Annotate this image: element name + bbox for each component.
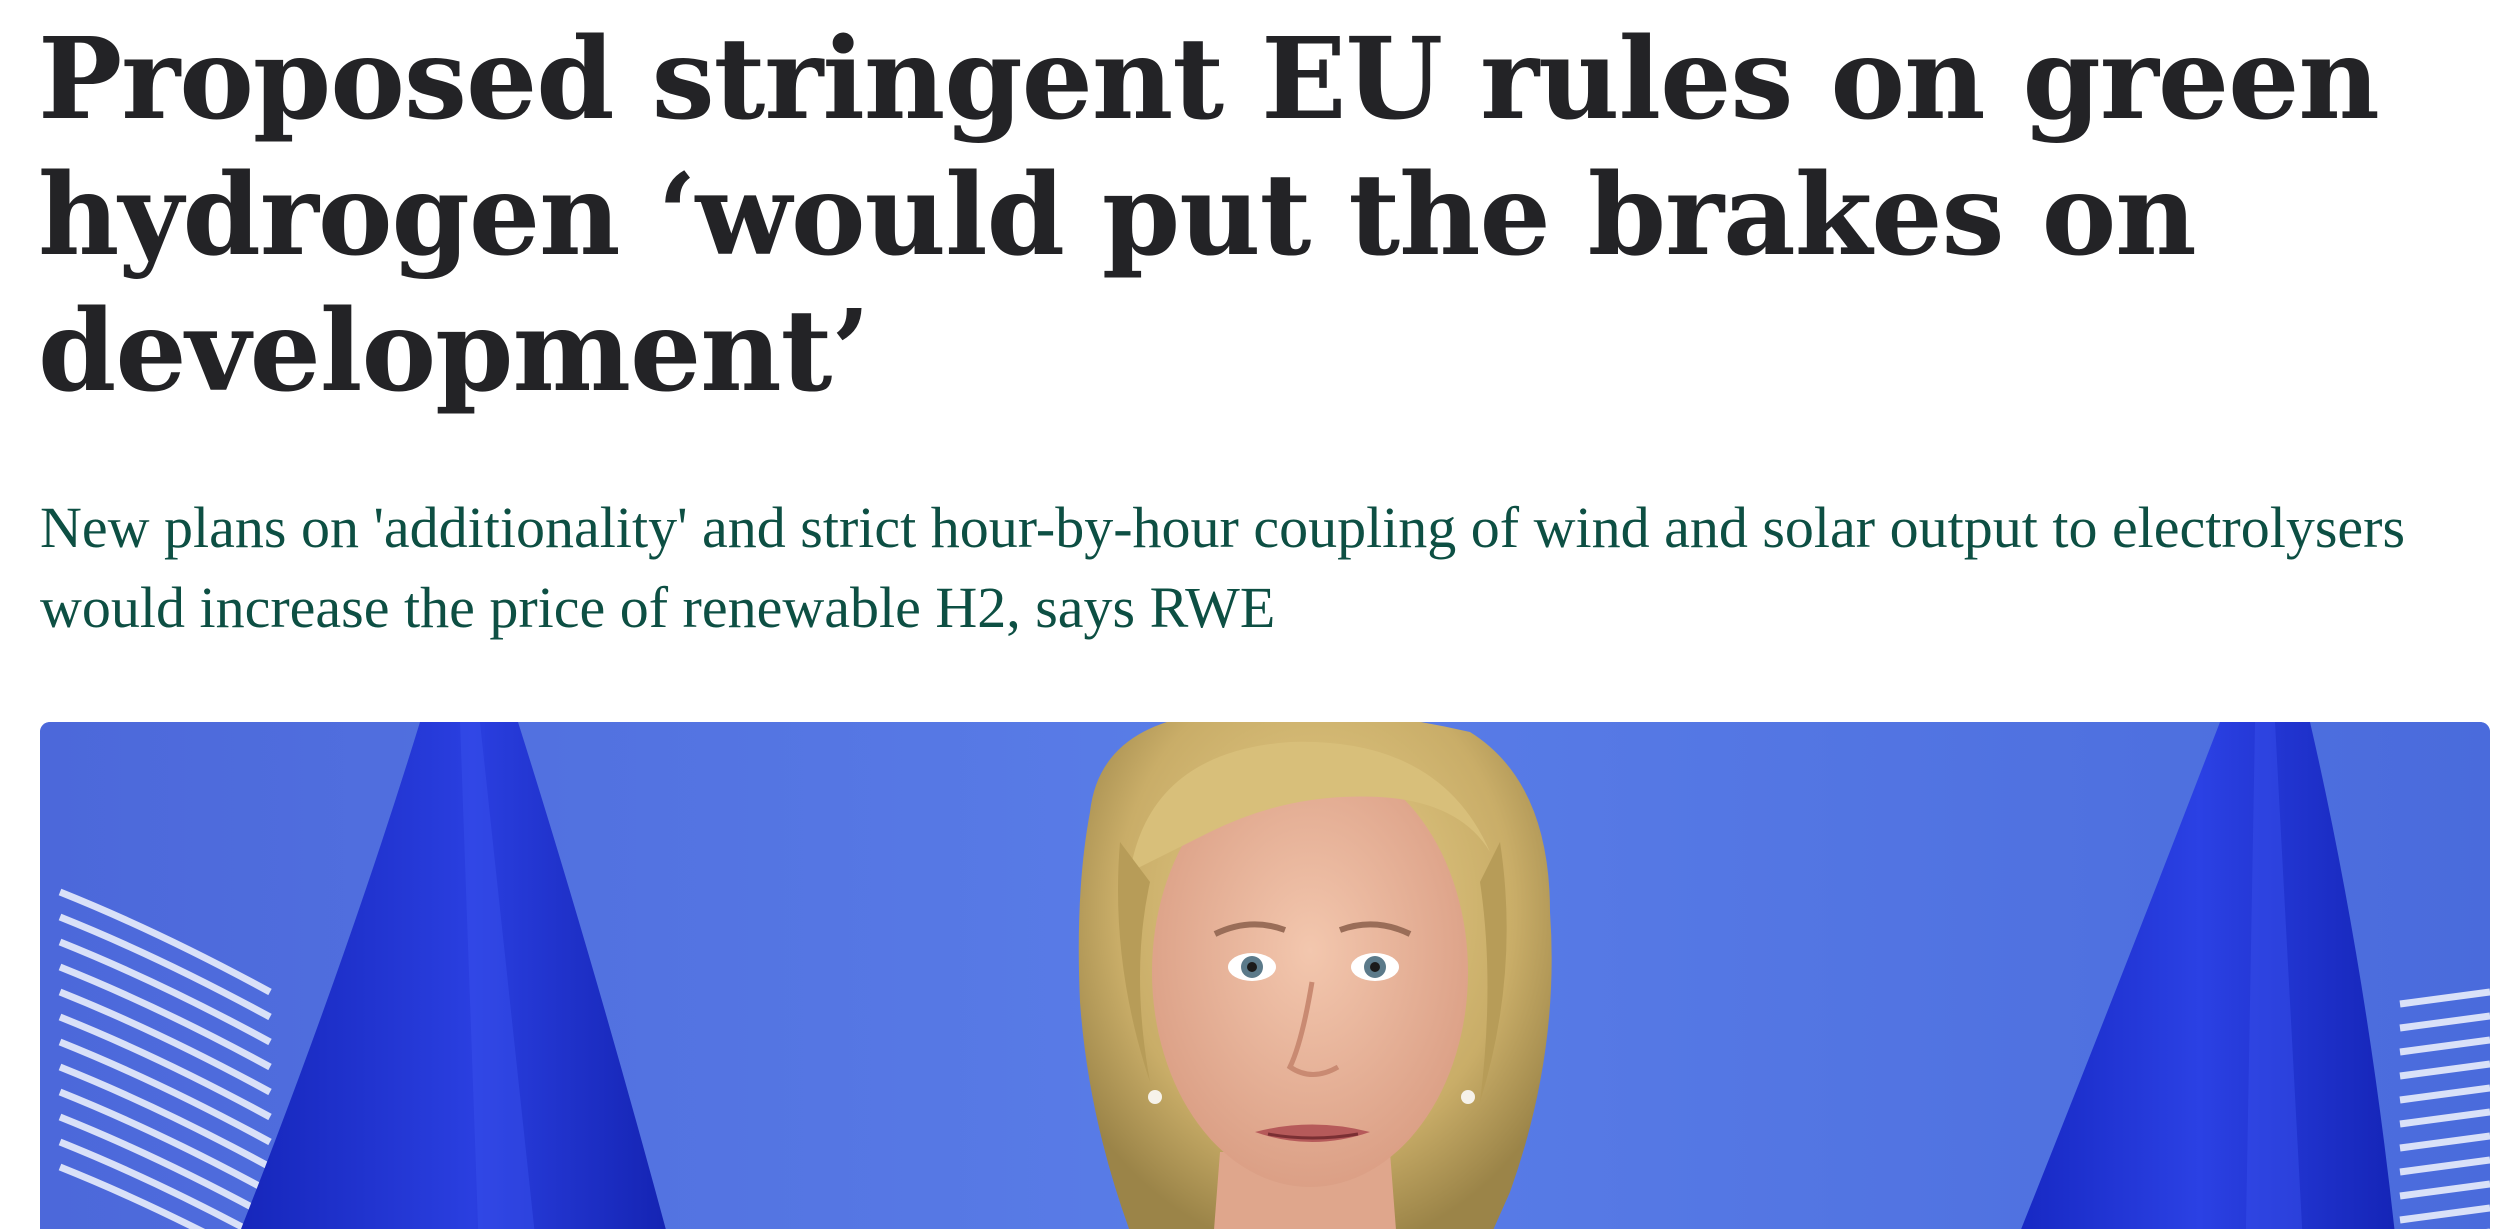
article-headline: Proposed stringent EU rules on green hyd… bbox=[38, 14, 2380, 417]
article-standfirst: New plans on 'additionality' and strict … bbox=[40, 495, 2406, 640]
hero-photo bbox=[40, 722, 2490, 1229]
hero-image[interactable] bbox=[40, 722, 2490, 1229]
